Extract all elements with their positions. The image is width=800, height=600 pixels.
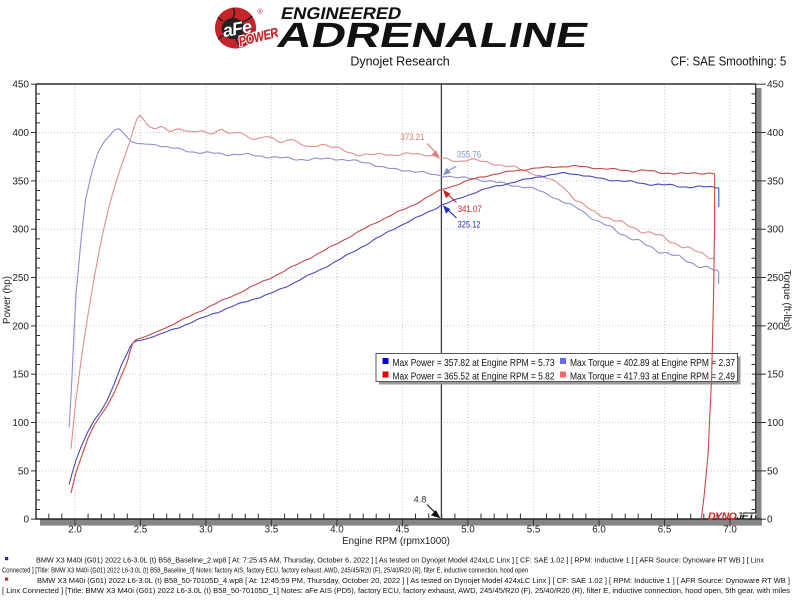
svg-text:[ Linx Connected ] [Title: BMW: [ Linx Connected ] [Title: BMW X3 M40i (… [2, 586, 790, 595]
svg-text:4.0: 4.0 [330, 525, 344, 536]
svg-text:ADRENALINE: ADRENALINE [274, 16, 592, 55]
svg-text:250: 250 [767, 273, 784, 284]
svg-text:325.12: 325.12 [458, 219, 481, 229]
svg-text:350: 350 [12, 176, 29, 187]
svg-text:3.5: 3.5 [265, 525, 279, 536]
svg-text:3.0: 3.0 [199, 525, 213, 536]
svg-text:400: 400 [12, 128, 29, 139]
svg-text:50: 50 [18, 466, 30, 477]
svg-text:100: 100 [12, 418, 29, 429]
svg-text:355.76: 355.76 [457, 150, 482, 160]
svg-text:0: 0 [23, 515, 29, 526]
svg-text:Max Torque = 402.89 at Engine: Max Torque = 402.89 at Engine RPM = 2.37 [570, 357, 735, 369]
svg-text:100: 100 [767, 418, 784, 429]
svg-text:450: 450 [12, 80, 29, 91]
svg-text:373.21: 373.21 [401, 132, 425, 142]
svg-text:®: ® [258, 8, 264, 16]
svg-text:Max Power = 357.82 at Engine R: Max Power = 357.82 at Engine RPM = 5.73 [393, 357, 555, 369]
svg-text:6.0: 6.0 [592, 525, 606, 536]
svg-text:Dynojet Research: Dynojet Research [350, 55, 449, 69]
svg-text:Engine RPM (rpmx1000): Engine RPM (rpmx1000) [342, 536, 450, 547]
svg-text:300: 300 [12, 225, 29, 236]
svg-text:6.5: 6.5 [658, 525, 672, 536]
svg-text:Max Power = 365.52 at Engine R: Max Power = 365.52 at Engine RPM = 5.82 [393, 371, 555, 383]
svg-text:5.0: 5.0 [461, 525, 475, 536]
svg-text:0: 0 [767, 515, 773, 526]
svg-text:341.07: 341.07 [458, 204, 482, 214]
svg-text:200: 200 [767, 321, 784, 332]
svg-text:400: 400 [767, 128, 784, 139]
svg-text:350: 350 [767, 176, 784, 187]
svg-text:4.5: 4.5 [396, 525, 410, 536]
svg-text:200: 200 [12, 321, 29, 332]
svg-text:BMW X3 M40i (G01) 2022 L6-3.0L: BMW X3 M40i (G01) 2022 L6-3.0L (t) B58_B… [36, 556, 764, 565]
svg-text:50: 50 [767, 466, 779, 477]
svg-text:Torque (ft-lbs): Torque (ft-lbs) [781, 270, 792, 330]
svg-text:5.5: 5.5 [527, 525, 541, 536]
svg-text:Connected ] [Title: BMW X3 M40: Connected ] [Title: BMW X3 M40i (G01) 20… [2, 566, 528, 575]
svg-text:Max Torque = 417.93 at Engine: Max Torque = 417.93 at Engine RPM = 2.49 [570, 371, 735, 383]
svg-text:CF: SAE Smoothing: 5: CF: SAE Smoothing: 5 [671, 55, 787, 69]
svg-text:2.0: 2.0 [68, 525, 82, 536]
svg-text:300: 300 [767, 225, 784, 236]
svg-text:DYNOJET: DYNOJET [708, 511, 756, 523]
svg-text:150: 150 [767, 370, 784, 381]
svg-text:Power (hp): Power (hp) [2, 276, 13, 324]
svg-text:450: 450 [767, 80, 784, 91]
svg-text:BMW X3 M40i (G01) 2022 L6-3.0L: BMW X3 M40i (G01) 2022 L6-3.0L (t) B58_5… [37, 576, 790, 585]
svg-text:4.8: 4.8 [414, 494, 427, 504]
svg-text:250: 250 [12, 273, 29, 284]
svg-text:150: 150 [12, 370, 29, 381]
svg-text:7.0: 7.0 [723, 525, 737, 536]
svg-text:2.5: 2.5 [134, 525, 148, 536]
svg-text:ENGINEERED: ENGINEERED [279, 3, 403, 23]
